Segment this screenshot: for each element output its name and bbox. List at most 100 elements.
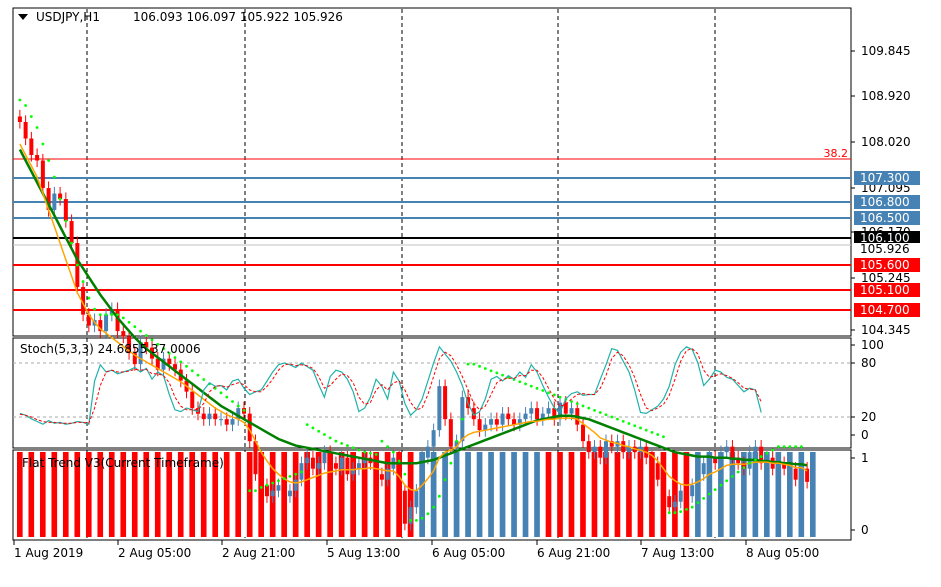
candle-body (282, 485, 287, 497)
flat-trend-bar (241, 452, 247, 537)
candle-body (293, 479, 298, 491)
sar-dot (708, 492, 711, 496)
sar-dot (719, 483, 723, 487)
candle-body (52, 193, 57, 211)
sar-dot (587, 406, 591, 410)
sar-dot (437, 494, 441, 498)
ohlc-values: 106.093 106.097 105.922 105.926 (133, 10, 343, 24)
flat-trend-bar (787, 452, 793, 537)
flat-trend-bar (97, 452, 104, 537)
level-label-text: 104.700 (860, 303, 910, 317)
stoch-axis: 100 80 20 0 (851, 338, 884, 442)
flat-trend-bar (149, 452, 155, 537)
flat-trend-bar (85, 452, 92, 537)
level-label-box (854, 195, 920, 209)
sar-dot (627, 422, 631, 425)
sar-dot (328, 436, 332, 440)
price-tick-label: 104.345 (861, 323, 911, 337)
sar-dot (288, 474, 292, 478)
flat-trend-bar (91, 452, 98, 537)
flat-trend-bar (700, 452, 707, 537)
flat-trend-bar (223, 452, 230, 537)
candle-body (517, 419, 522, 425)
candle-body (132, 353, 137, 365)
candle-body (270, 490, 275, 497)
flat-trend-bar (344, 452, 351, 537)
candle-body (213, 413, 218, 420)
sar-dot (656, 433, 660, 436)
flat-trend-bar (321, 452, 328, 537)
sar-dot (317, 429, 321, 433)
sar-dot (265, 483, 269, 487)
flat-trend-bar (769, 452, 776, 537)
flat-trend-bar (327, 452, 334, 537)
sar-dot (282, 477, 286, 480)
flat-trend-bar (574, 452, 581, 537)
candle-body (649, 457, 654, 464)
flat-trend-bar (218, 452, 224, 537)
sar-dot (18, 98, 22, 102)
candle-body (408, 507, 413, 524)
flat-trend-bar (126, 452, 132, 537)
flat-trend-bar (534, 452, 540, 537)
price-tick-label: 105.245 (861, 271, 911, 285)
sar-dot (633, 424, 637, 428)
sar-dot (139, 329, 142, 333)
flat-trend-bar (654, 452, 661, 537)
candle-body (333, 463, 338, 469)
sar-dot (351, 446, 355, 450)
candle-body (592, 446, 597, 453)
candle-body (730, 446, 735, 458)
candle-body (218, 419, 223, 421)
flat-trend-bar (764, 452, 770, 537)
flat-trend-bar (80, 452, 86, 537)
sar-dot (300, 470, 303, 474)
flat-trend-bar (815, 452, 822, 537)
flat-trend-bar (695, 452, 701, 537)
flat-trend-bar (476, 452, 483, 537)
candle-body (621, 441, 626, 453)
main-panel[interactable] (12, 7, 852, 337)
sar-dot (702, 496, 706, 500)
flat-trend-bar (315, 452, 322, 537)
flat-trend-bar (752, 452, 759, 537)
flat-trend-bar (160, 452, 167, 537)
candle-body (741, 463, 746, 469)
sar-dot (98, 313, 102, 316)
flat-trend-bar (373, 452, 380, 537)
sar-dot (754, 458, 757, 462)
price-tick-label: 108.920 (861, 89, 911, 103)
candle-body (287, 490, 292, 497)
sar-dot (639, 426, 642, 430)
level-label-text: 106.800 (860, 195, 910, 209)
flat-trend-bar (424, 452, 431, 537)
flat-trend-bar (649, 452, 655, 537)
sar-dot (403, 472, 407, 476)
candle-body (598, 446, 603, 458)
candle-body (356, 463, 361, 469)
dropdown-triangle-icon[interactable] (18, 14, 28, 20)
sar-dot (771, 448, 775, 452)
sar-dot (144, 334, 148, 337)
sar-dot (616, 417, 619, 421)
sar-dot (788, 445, 792, 449)
level-label-text: 106.100 (860, 231, 910, 245)
flat-trend-bar (212, 452, 219, 537)
sar-dot (156, 342, 160, 346)
stoch-label: Stoch(5,3,3) 24.6855 37.0006 (20, 342, 201, 356)
flat-tick-label: 0 (861, 523, 869, 537)
sar-dot (363, 450, 367, 454)
sar-dot (196, 373, 200, 377)
candle-body (523, 413, 528, 420)
sar-dot (409, 519, 413, 522)
sar-dot (24, 104, 28, 107)
candle-body (190, 391, 195, 409)
sar-dot (644, 428, 648, 432)
sar-dot (529, 384, 533, 388)
sar-dot (432, 505, 436, 509)
flat-trend-bar (781, 452, 788, 537)
sar-dot (765, 451, 769, 455)
candle-body (230, 419, 235, 425)
flat-trend-bar (459, 452, 466, 537)
